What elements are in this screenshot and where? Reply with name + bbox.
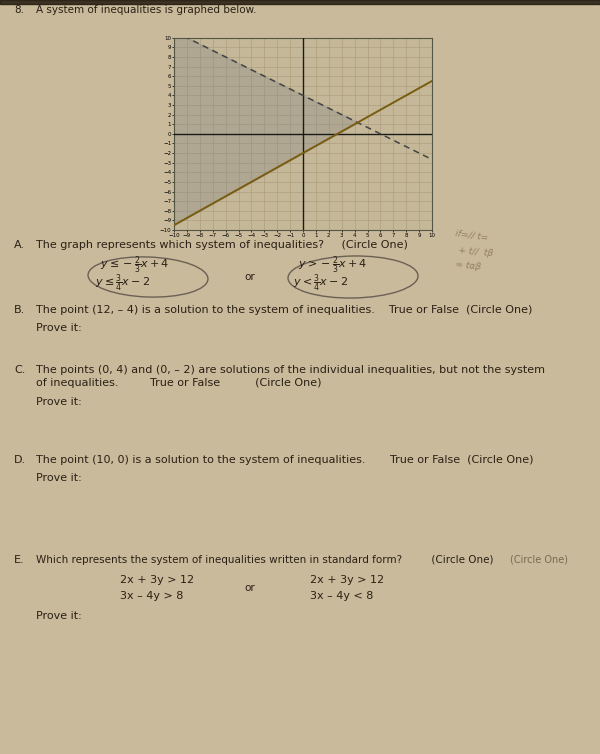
Text: Prove it:: Prove it: xyxy=(36,473,82,483)
Text: or: or xyxy=(245,272,256,282)
Text: 8.: 8. xyxy=(14,5,24,15)
Text: A.: A. xyxy=(14,240,25,250)
Text: 2x + 3y > 12: 2x + 3y > 12 xyxy=(120,575,194,585)
Text: C.: C. xyxy=(14,365,25,375)
Text: Prove it:: Prove it: xyxy=(36,397,82,407)
Text: $y \leq -\frac{2}{3}x + 4$: $y \leq -\frac{2}{3}x + 4$ xyxy=(100,254,169,275)
Text: B.: B. xyxy=(14,305,25,315)
Text: The point (10, 0) is a solution to the system of inequalities.       True or Fal: The point (10, 0) is a solution to the s… xyxy=(36,455,533,465)
Text: The point (12, – 4) is a solution to the system of inequalities.    True or Fals: The point (12, – 4) is a solution to the… xyxy=(36,305,532,315)
Text: Prove it:: Prove it: xyxy=(36,611,82,621)
Text: ≈ tαβ: ≈ tαβ xyxy=(455,260,481,272)
Text: 3x – 4y < 8: 3x – 4y < 8 xyxy=(310,591,373,601)
Text: $y < \frac{3}{4}x - 2$: $y < \frac{3}{4}x - 2$ xyxy=(293,272,348,293)
Text: $y \leq \frac{3}{4}x - 2$: $y \leq \frac{3}{4}x - 2$ xyxy=(95,272,150,293)
Text: of inequalities.         True or False          (Circle One): of inequalities. True or False (Circle O… xyxy=(36,378,322,388)
Text: $y > -\frac{2}{3}x + 4$: $y > -\frac{2}{3}x + 4$ xyxy=(298,254,367,275)
Text: Which represents the system of inequalities written in standard form?         (C: Which represents the system of inequalit… xyxy=(36,555,493,565)
Text: 2x + 3y > 12: 2x + 3y > 12 xyxy=(310,575,384,585)
Text: E.: E. xyxy=(14,555,25,565)
Text: (Circle One): (Circle One) xyxy=(510,555,568,565)
Text: + t∕∕  tβ: + t∕∕ tβ xyxy=(458,246,494,258)
Text: The points (0, 4) and (0, – 2) are solutions of the individual inequalities, but: The points (0, 4) and (0, – 2) are solut… xyxy=(36,365,545,375)
Text: The graph represents which system of inequalities?     (Circle One): The graph represents which system of ine… xyxy=(36,240,408,250)
Text: A system of inequalities is graphed below.: A system of inequalities is graphed belo… xyxy=(36,5,257,15)
Text: if=∕∕ t=: if=∕∕ t= xyxy=(455,228,489,242)
Text: 3x – 4y > 8: 3x – 4y > 8 xyxy=(120,591,184,601)
Text: D.: D. xyxy=(14,455,26,465)
Text: Prove it:: Prove it: xyxy=(36,323,82,333)
Text: or: or xyxy=(245,583,256,593)
